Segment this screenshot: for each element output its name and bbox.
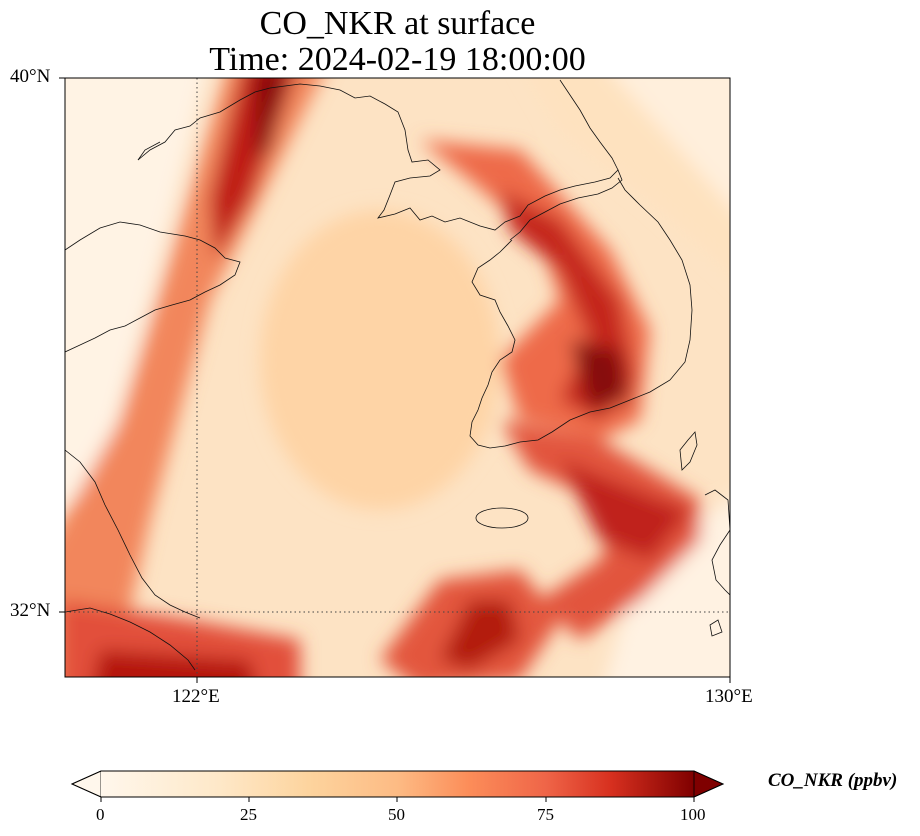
island-small — [709, 619, 723, 637]
co-concentration-field — [65, 78, 730, 677]
coast-liaodong — [137, 141, 161, 161]
colorbar-tick-50: 50 — [388, 805, 405, 824]
title-line-2: Time: 2024-02-19 18:00:00 — [209, 41, 586, 78]
colorbar-tick-75: 75 — [537, 805, 554, 824]
island-jeju — [475, 507, 529, 529]
lat-label-40: 40°N — [10, 66, 51, 87]
colorbar-tick-0: 0 — [96, 805, 105, 824]
coast-shandong — [65, 221, 241, 353]
map-frame — [64, 77, 731, 678]
axis-ticks — [59, 77, 731, 683]
coast-north — [137, 83, 623, 241]
title-line-1: CO_NKR at surface — [259, 5, 536, 42]
coastlines — [65, 79, 730, 671]
colorbar-label: CO_NKR (ppbv) — [768, 770, 898, 791]
coast-yangtze — [65, 607, 196, 671]
gridlines — [65, 78, 730, 677]
colorbar-extend-high — [693, 770, 724, 798]
colorbar-tick-25: 25 — [240, 805, 257, 824]
lat-label-32: 32°N — [10, 600, 51, 621]
coast-kyushu — [704, 489, 730, 596]
colorbar — [70, 770, 725, 802]
coast-jiangsu — [65, 449, 201, 619]
coast-korea-ne — [559, 79, 619, 171]
lon-label-122: 122°E — [172, 686, 220, 707]
coast-korea — [469, 177, 693, 449]
colorbar-tick-100: 100 — [680, 805, 706, 824]
lon-label-130: 130°E — [705, 686, 753, 707]
colorbar-extend-low — [71, 770, 102, 798]
colorbar-gradient — [101, 771, 694, 797]
island-tsushima — [679, 431, 698, 471]
